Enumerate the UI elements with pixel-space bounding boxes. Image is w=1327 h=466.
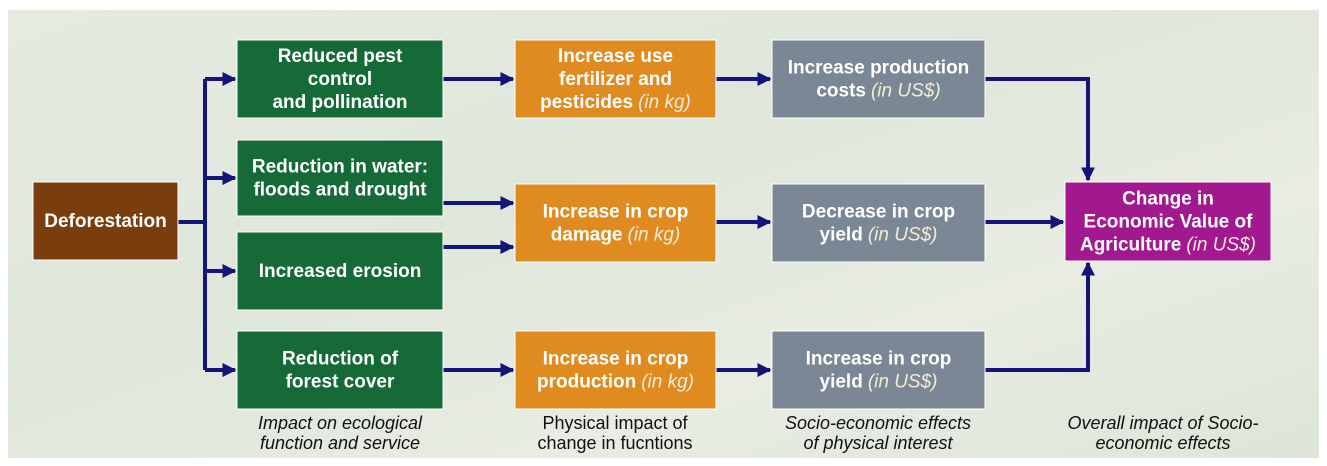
node-label-text: Change in — [1122, 189, 1214, 210]
node-label-text: fertilizer and — [559, 69, 672, 90]
node-label: and pollination — [272, 92, 407, 113]
node-box — [236, 139, 444, 217]
column-caption: function and service — [260, 433, 420, 453]
node-label: Increased erosion — [259, 261, 422, 282]
node-label-text: Economic Value of — [1084, 212, 1254, 233]
node-label-text: costs — [816, 81, 866, 102]
arrow — [985, 261, 1095, 372]
node-label: Agriculture (in US$) — [1080, 235, 1256, 256]
node-box — [1064, 181, 1272, 262]
node-box — [771, 183, 986, 263]
node-label-text: Reduced pest — [278, 46, 403, 67]
node-label: Increase in crop — [543, 202, 689, 223]
node-label-text: Agriculture — [1080, 235, 1181, 256]
node-label: Increase in crop — [806, 349, 952, 370]
node-label: Increase in crop — [543, 349, 689, 370]
node: Reduction in water:floods and drought — [236, 139, 444, 217]
column-caption: Socio-economic effects — [785, 413, 971, 433]
node-label-text: Increase in crop — [543, 202, 689, 223]
node-label: floods and drought — [253, 180, 427, 201]
node-label-text: Increase use — [558, 46, 673, 67]
node-label: Reduction of — [282, 349, 399, 370]
node-label: Change in — [1122, 189, 1214, 210]
column-caption: Physical impact of — [542, 413, 688, 433]
node-label: Reduced pest — [278, 46, 403, 67]
node-label: damage (in kg) — [551, 225, 681, 246]
node-label: Increase use — [558, 46, 673, 67]
node-label-text: Reduction in water: — [252, 157, 428, 178]
node-box — [514, 39, 717, 119]
node-label-text: Increased erosion — [259, 261, 422, 282]
column-caption: economic effects — [1095, 433, 1230, 453]
node-label: production (in kg) — [537, 372, 694, 393]
node-unit: (in US$) — [868, 372, 938, 393]
node-label: pesticides (in kg) — [540, 92, 691, 113]
node-label-text: yield — [820, 372, 863, 393]
column-caption: of physical interest — [803, 433, 953, 453]
node-label-text: Decrease in crop — [802, 202, 955, 223]
node-label-text: control — [308, 69, 372, 90]
node-label-text: yield — [820, 225, 863, 246]
node-label-text: production — [537, 372, 636, 393]
node-label-text: floods and drought — [253, 180, 427, 201]
node-box — [236, 39, 444, 119]
node-unit: (in kg) — [641, 372, 694, 393]
column-caption: change in fucntions — [537, 433, 692, 453]
node-label: yield (in US$) — [820, 372, 938, 393]
node-label-text: Increase in crop — [543, 349, 689, 370]
node-label-text: damage — [551, 225, 623, 246]
node-unit: (in US$) — [871, 81, 941, 102]
node-label: Deforestation — [44, 211, 166, 232]
node-label-text: pesticides — [540, 92, 633, 113]
node-label-text: Deforestation — [44, 211, 166, 232]
node-label: Reduction in water: — [252, 157, 428, 178]
node-label: Decrease in crop — [802, 202, 955, 223]
arrow — [985, 77, 1095, 182]
node-label-text: and pollination — [272, 92, 407, 113]
node-label: Economic Value of — [1084, 212, 1254, 233]
node-box — [236, 330, 444, 410]
node: Deforestation — [32, 181, 179, 261]
node-label: Increase production — [788, 58, 970, 79]
node-label-text: Increase production — [788, 58, 970, 79]
node-unit: (in kg) — [638, 92, 691, 113]
node-box — [514, 330, 717, 410]
node: Increased erosion — [236, 231, 444, 311]
node-label-text: forest cover — [286, 372, 395, 393]
node-unit: (in US$) — [1186, 235, 1256, 256]
node-label: yield (in US$) — [820, 225, 938, 246]
node-label: fertilizer and — [559, 69, 672, 90]
node-label: costs (in US$) — [816, 81, 940, 102]
node-box — [771, 39, 986, 119]
node-box — [236, 231, 444, 311]
arrows — [178, 72, 1095, 377]
node-label: control — [308, 69, 372, 90]
column-caption: Overall impact of Socio- — [1067, 413, 1258, 433]
node-box — [771, 330, 986, 410]
node-label-text: Reduction of — [282, 349, 399, 370]
node-box — [32, 181, 179, 261]
column-caption: Impact on ecological — [258, 413, 423, 433]
node-label: forest cover — [286, 372, 395, 393]
node-unit: (in US$) — [868, 225, 938, 246]
node-unit: (in kg) — [628, 225, 681, 246]
node-box — [514, 183, 717, 263]
node-label-text: Increase in crop — [806, 349, 952, 370]
